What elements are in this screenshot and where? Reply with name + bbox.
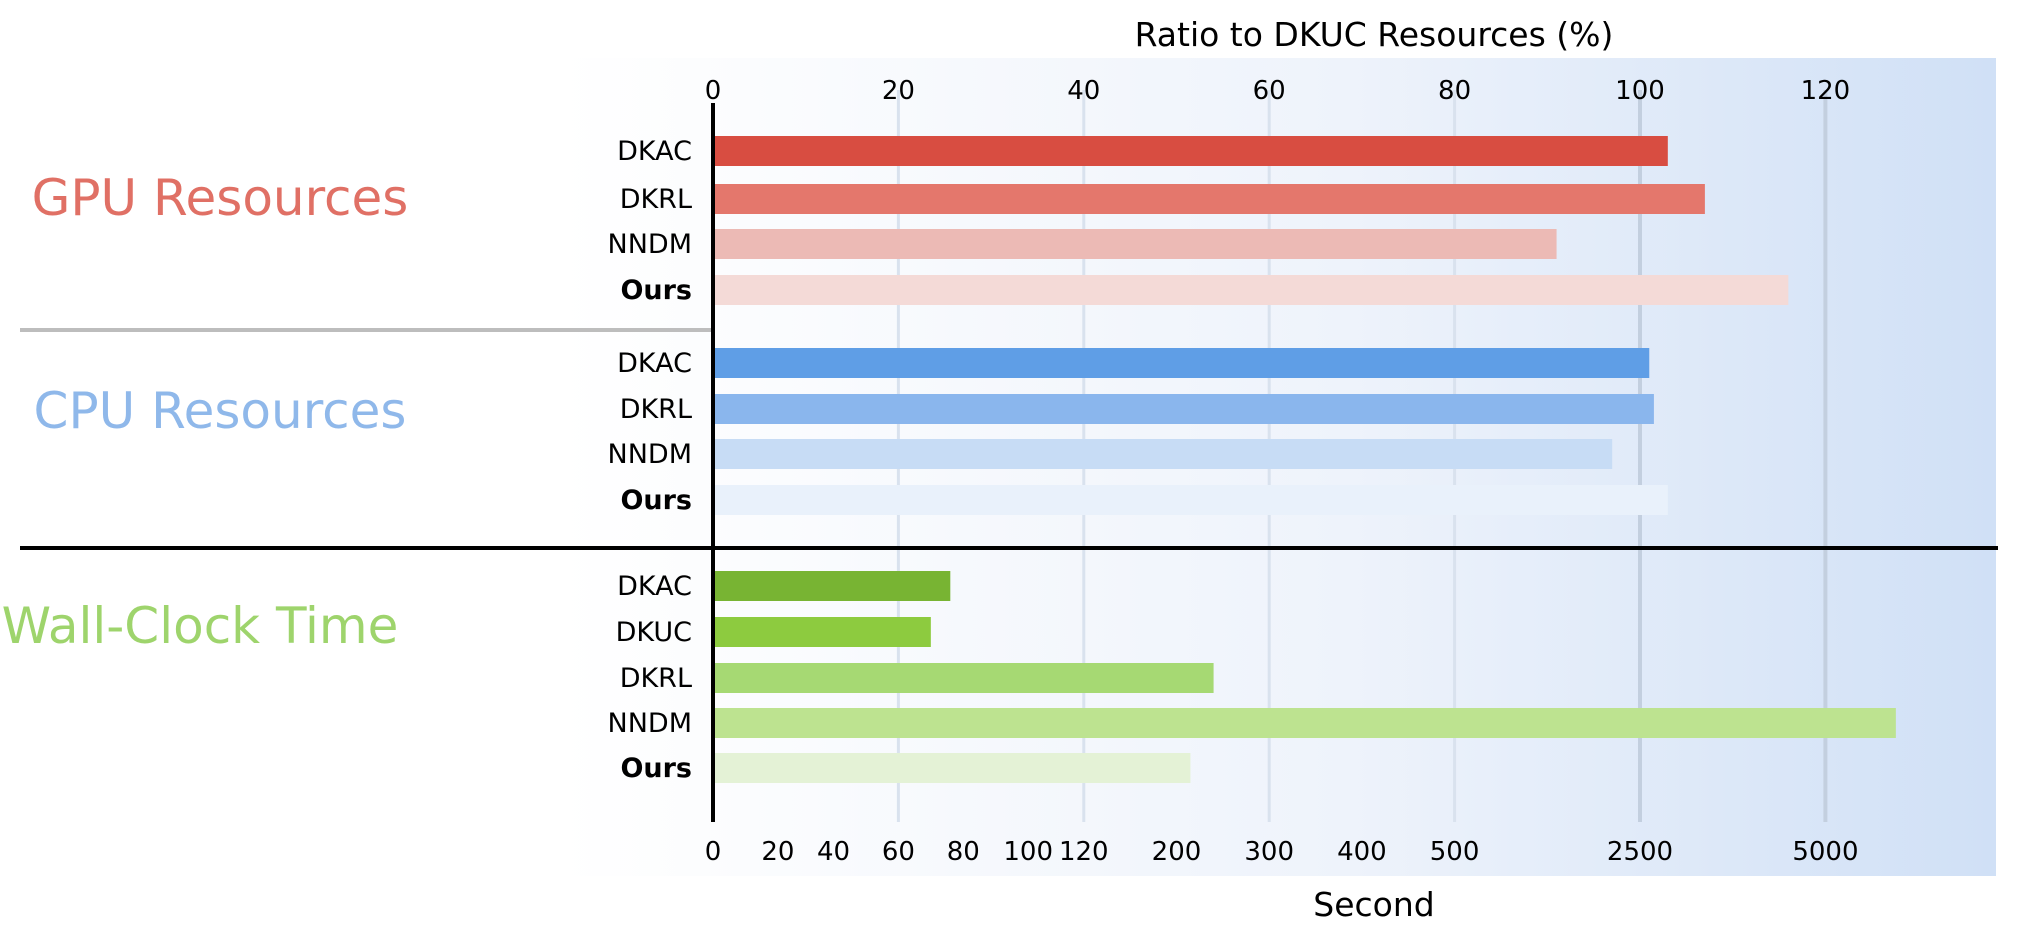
bars [714,136,1896,783]
bottom-tick-label: 200 [1152,837,1202,867]
bar [714,617,931,647]
top-tick-label: 20 [882,76,915,106]
category-label: Ours [620,275,692,306]
category-label: DKAC [617,136,692,167]
bar [714,229,1557,259]
top-tick-label: 0 [705,76,722,106]
bar [714,275,1789,305]
bar [714,663,1214,693]
category-label: NNDM [608,708,692,739]
category-label: NNDM [608,229,692,260]
bar [714,184,1705,214]
category-label: DKAC [617,348,692,379]
top-tick-label: 60 [1253,76,1286,106]
category-label: DKRL [620,663,692,694]
category-label: Ours [620,485,692,516]
top-tick-label: 120 [1801,76,1851,106]
bottom-tick-label: 300 [1244,837,1294,867]
bar [714,348,1650,378]
bar [714,485,1668,515]
group-title: Wall-Clock Time [2,597,399,655]
bottom-tick-label: 60 [882,837,915,867]
group-title: CPU Resources [34,382,407,440]
category-label: DKRL [620,184,692,215]
bottom-tick-label: 500 [1430,837,1480,867]
top-tick-label: 40 [1067,76,1100,106]
top-tick-label: 80 [1438,76,1471,106]
bottom-tick-label: 0 [705,837,722,867]
bar [714,571,951,601]
bar [714,394,1654,424]
category-label: NNDM [608,439,692,470]
category-label: DKUC [616,617,692,648]
bottom-tick-label: 20 [761,837,794,867]
bottom-tick-label: 5000 [1792,837,1858,867]
category-label: DKRL [620,394,692,425]
group-title: GPU Resources [32,169,409,227]
category-label: Ours [620,753,692,784]
labels: GPU Resources DKAC DKRL NNDM Ours CPU Resourc… [2,136,692,784]
bottom-tick-label: 80 [947,837,980,867]
category-label: DKAC [617,571,692,602]
bottom-tick-label: 100 [1003,837,1053,867]
bottom-tick-label: 2500 [1607,837,1673,867]
bottom-tick-label: 120 [1059,837,1109,867]
bottom-tick-label: 40 [817,837,850,867]
bar [714,753,1191,783]
top-axis-title: Ratio to DKUC Resources (%) [1135,15,1614,54]
bar [714,136,1668,166]
bar [714,708,1896,738]
top-tick-label: 100 [1615,76,1665,106]
bottom-axis-title: Second [1313,885,1434,924]
bar [714,439,1613,469]
bottom-tick-label: 400 [1337,837,1387,867]
